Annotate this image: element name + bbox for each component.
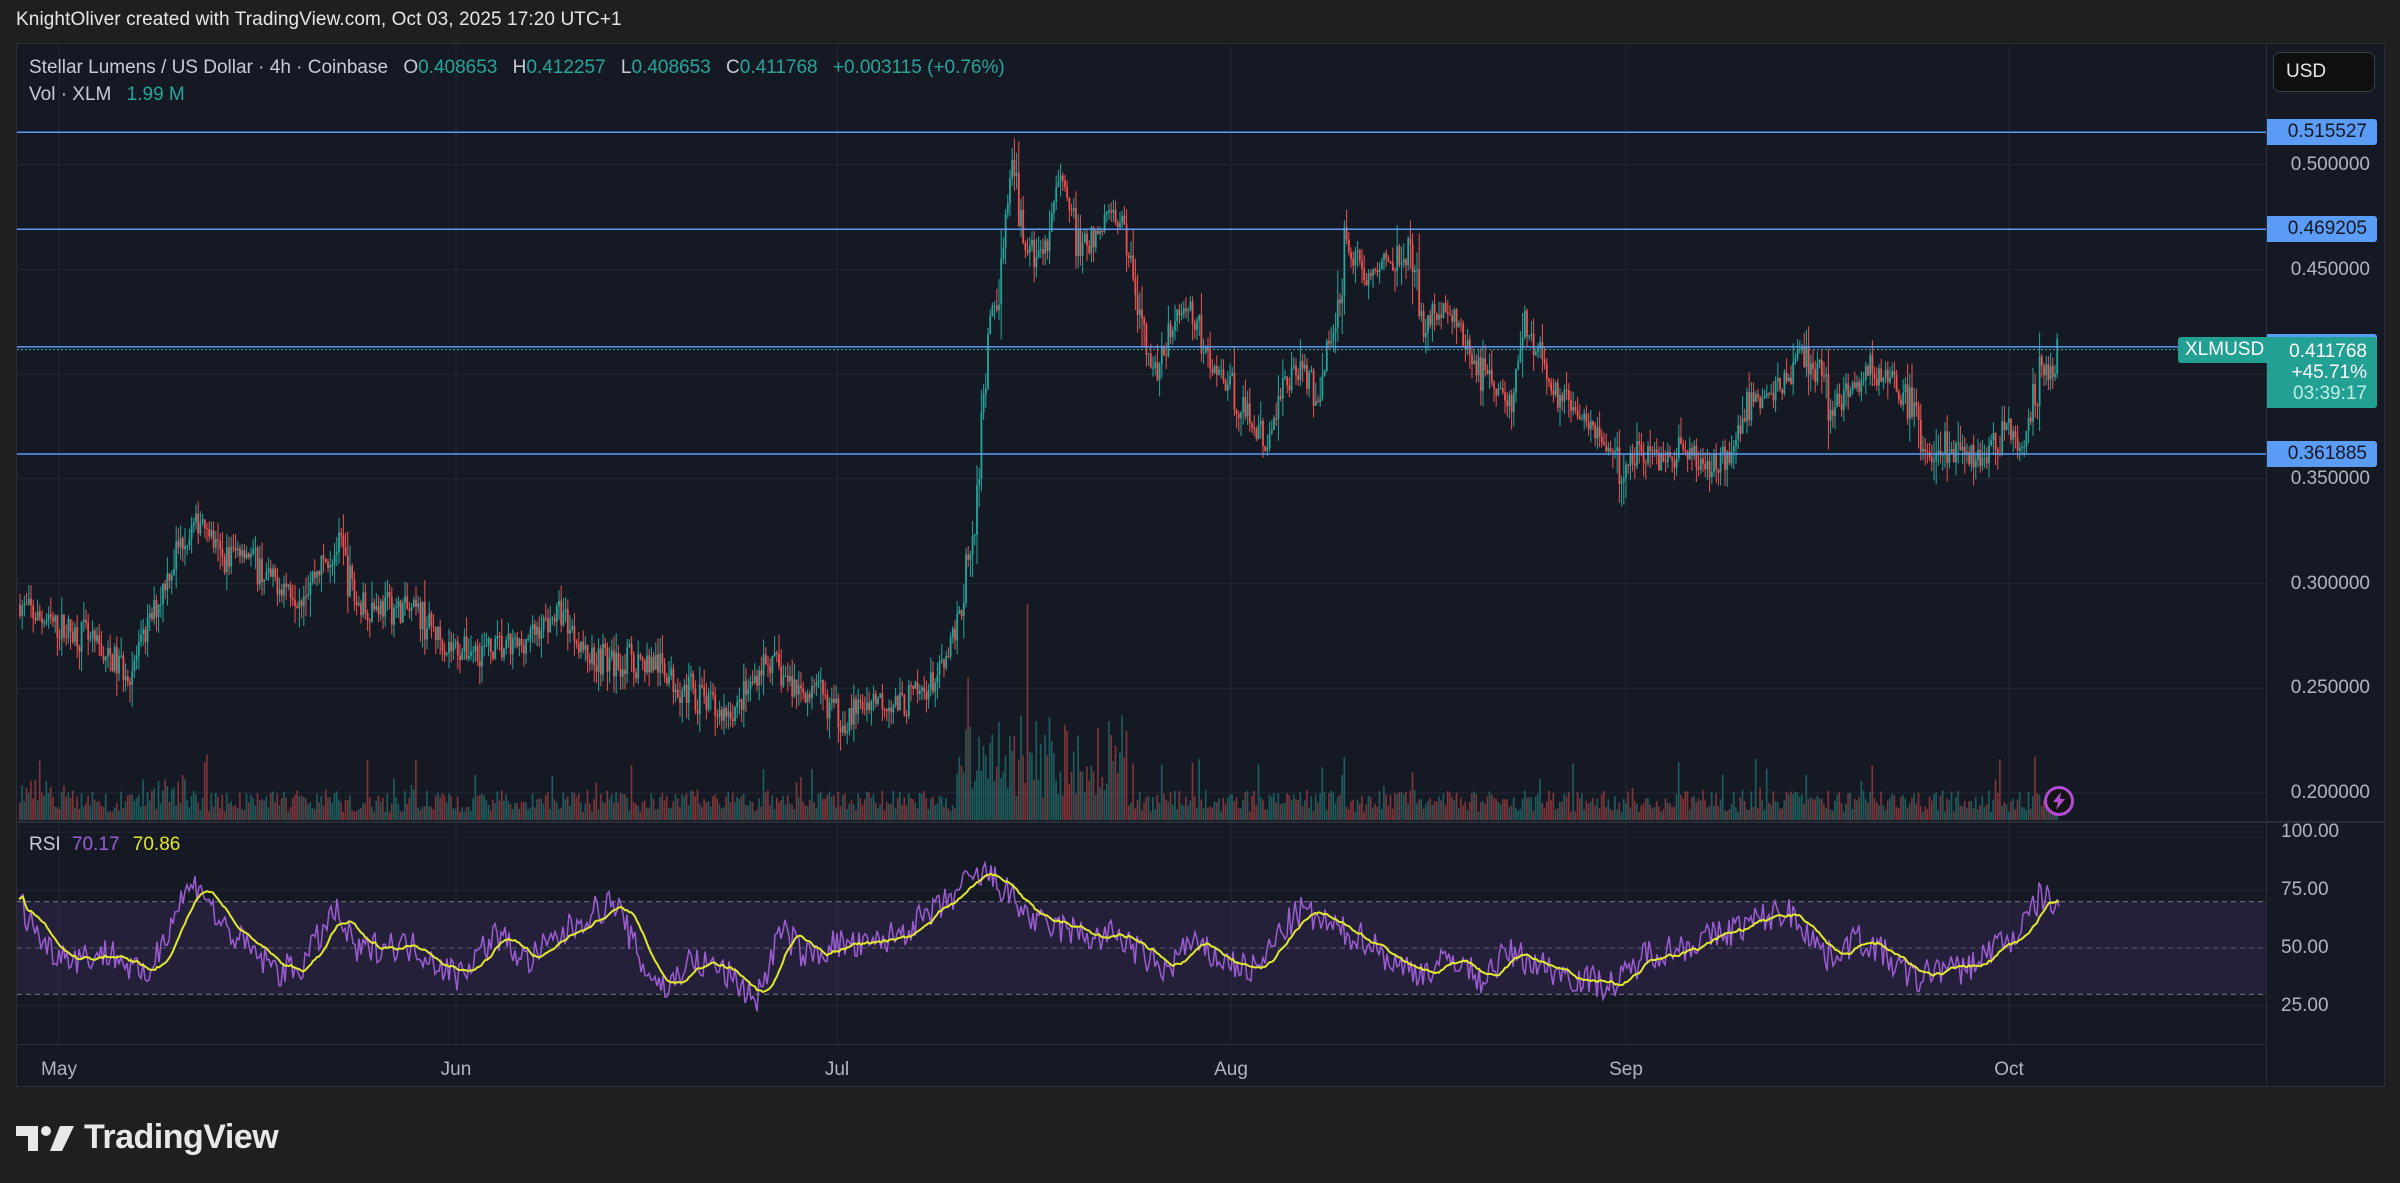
level-price-tag[interactable]: 0.469205 — [2267, 216, 2377, 243]
month-label: Sep — [1609, 1059, 1643, 1080]
symbol-legend: Stellar Lumens / US Dollar · 4h · Coinba… — [29, 57, 1005, 78]
price-tick: 0.250000 — [2290, 677, 2370, 699]
level-price-tag[interactable]: 0.361885 — [2267, 441, 2377, 467]
close-value: 0.411768 — [739, 57, 818, 78]
open-value: 0.408653 — [418, 57, 498, 78]
rsi-tick: 75.00 — [2281, 879, 2329, 900]
month-label: May — [41, 1059, 77, 1080]
price-tick: 0.200000 — [2290, 782, 2370, 803]
price-tick: 0.300000 — [2290, 572, 2370, 594]
rsi-ma-value: 70.86 — [132, 834, 181, 855]
high-value: 0.412257 — [526, 57, 606, 78]
rsi-label[interactable]: RSI — [29, 834, 61, 855]
price-tick: 0.450000 — [2290, 258, 2370, 280]
rsi-legend: RSI 70.17 70.86 — [29, 834, 180, 856]
currency-button[interactable]: USD — [2273, 52, 2375, 92]
rsi-tick: 25.00 — [2281, 995, 2329, 1016]
volume-value: 1.99 M — [126, 84, 185, 105]
change-value: +0.003115 (+0.76%) — [832, 57, 1005, 78]
rsi-tick: 50.00 — [2281, 937, 2329, 958]
chart-frame[interactable]: Stellar Lumens / US Dollar · 4h · Coinba… — [16, 43, 2385, 1087]
month-label: Jul — [824, 1059, 850, 1080]
logo-text: TradingView — [84, 1118, 279, 1156]
chart-credit: KnightOliver created with TradingView.co… — [16, 9, 622, 30]
lightning-icon[interactable] — [2044, 786, 2074, 816]
month-label: Oct — [1994, 1059, 2024, 1080]
symbol-tag: XLMUSD — [2178, 336, 2272, 363]
rsi-tick: 100.00 — [2281, 821, 2340, 842]
time-axis[interactable]: May Jun Jul Aug Sep Oct — [17, 1044, 2266, 1086]
last-price: 0.411768 — [2289, 340, 2367, 362]
level-price-tag[interactable]: 0.515527 — [2267, 119, 2377, 146]
price-tick: 0.500000 — [2290, 153, 2370, 175]
volume-label[interactable]: Vol · XLM — [29, 84, 112, 105]
symbol-description[interactable]: Stellar Lumens / US Dollar · 4h · Coinba… — [29, 57, 389, 78]
volume-legend: Vol · XLM 1.99 M — [29, 84, 185, 106]
price-axis[interactable]: USD 0.500000 0.450000 0.350000 0.300000 0.25… — [2266, 44, 2384, 1086]
price-tick: 0.350000 — [2290, 467, 2370, 489]
chart-canvas[interactable] — [17, 44, 2385, 1087]
month-label: Aug — [1214, 1059, 1248, 1080]
rsi-value: 70.17 — [71, 834, 120, 855]
last-price-tag: 0.411768 +45.71% 03:39:17 — [2267, 336, 2377, 408]
change-percent: +45.71% — [2291, 361, 2367, 383]
tradingview-logo-icon — [16, 1125, 74, 1151]
month-label: Jun — [440, 1059, 472, 1080]
bar-countdown: 03:39:17 — [2293, 382, 2367, 404]
low-value: 0.408653 — [631, 57, 711, 78]
tradingview-logo: TradingView — [16, 1118, 279, 1157]
